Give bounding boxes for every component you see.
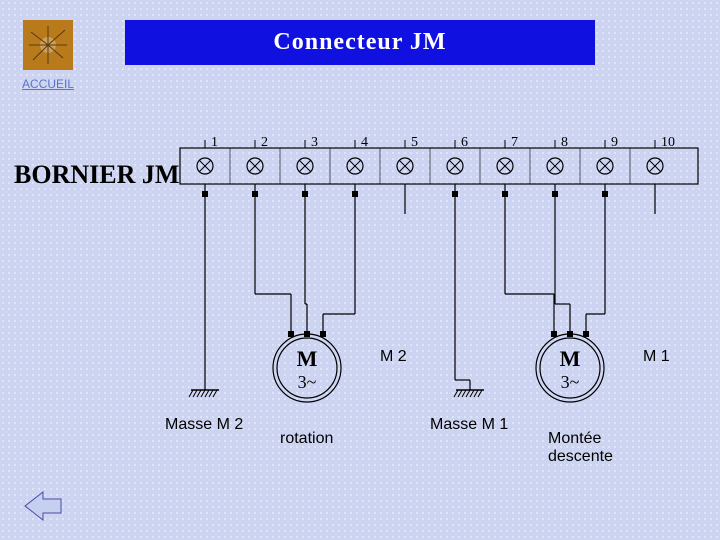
svg-text:M: M [560,346,581,371]
svg-text:M: M [297,346,318,371]
montee-label: Montée [548,430,601,448]
svg-text:9: 9 [611,135,618,150]
rotation-label: rotation [280,430,333,448]
svg-text:7: 7 [511,135,518,150]
motor-m1-label: M 1 [643,348,670,366]
ground-m2-label: Masse M 2 [165,416,243,434]
svg-text:10: 10 [661,135,675,150]
svg-text:6: 6 [461,135,468,150]
svg-text:3: 3 [311,135,318,150]
svg-text:1: 1 [211,135,218,150]
svg-text:8: 8 [561,135,568,150]
back-arrow-icon[interactable] [23,490,63,522]
descente-label: descente [548,448,613,466]
ground-m1-label: Masse M 1 [430,416,508,434]
svg-text:3~: 3~ [561,372,580,392]
svg-text:5: 5 [411,135,418,150]
svg-text:3~: 3~ [298,372,317,392]
svg-text:2: 2 [261,135,268,150]
svg-text:4: 4 [361,135,368,150]
motor-m2-label: M 2 [380,348,407,366]
